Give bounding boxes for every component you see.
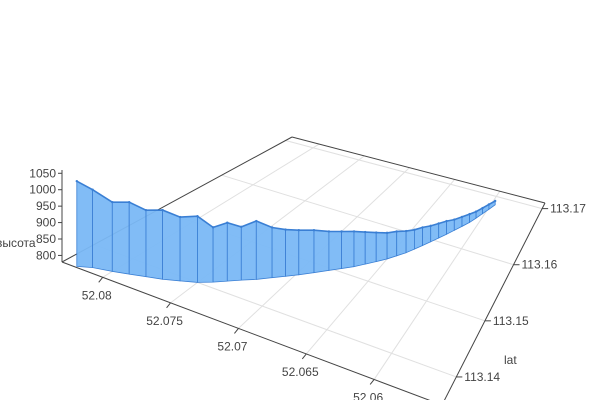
ribbon-panel [128, 201, 147, 278]
ribbon-panel [255, 220, 273, 280]
ribbon-panel [405, 229, 415, 254]
ribbon-panel [76, 180, 93, 269]
ribbon-panel [145, 209, 164, 280]
ribbon-point [240, 225, 243, 229]
ribbon-point [144, 208, 148, 212]
z-axis-title: высота [0, 236, 36, 250]
y-tick-label: 113.15 [493, 314, 529, 328]
z-tick-label: 850 [36, 232, 56, 246]
ribbon-panel [341, 230, 355, 269]
ribbon-point [385, 231, 389, 235]
ribbon-panel [375, 232, 388, 263]
ribbon-point [178, 215, 182, 219]
ribbon-point [75, 179, 79, 183]
x-tick-mark [98, 277, 104, 283]
x-tick-mark [234, 328, 239, 334]
ribbon-point [327, 230, 331, 233]
ribbon-point [421, 226, 424, 229]
ribbon-point [255, 219, 258, 223]
ribbon-panel [271, 227, 287, 279]
ribbon-panel [396, 230, 407, 257]
grid-line-x [373, 190, 501, 380]
grid-line-y [285, 139, 543, 210]
x-tick-label: 52.06 [353, 390, 383, 400]
x-tick-label: 52.075 [146, 314, 183, 328]
ribbon-point [363, 230, 367, 234]
ribbon-point [211, 226, 215, 229]
grid-line-x [305, 179, 456, 355]
ribbon-panel [285, 229, 300, 277]
ribbon-panel [162, 209, 181, 282]
ribbon-point [474, 210, 478, 213]
ribbon-point [395, 230, 398, 233]
ribbon-point [352, 230, 356, 233]
ribbon-panel [413, 226, 424, 250]
ribbon-panel [353, 230, 366, 268]
z-tick-label: 800 [36, 248, 56, 262]
floor-edge-back-right [291, 136, 546, 204]
x-tick-label: 52.065 [282, 365, 319, 379]
ribbon-panel [328, 230, 343, 271]
ribbon-point [460, 215, 464, 219]
axes [58, 136, 549, 400]
ribbon-point [297, 228, 300, 232]
ribbon-point [437, 222, 440, 225]
ribbon-point [340, 230, 343, 233]
x-tick-label: 52.07 [217, 339, 247, 353]
ribbon-panel [298, 229, 315, 276]
ribbon-point [128, 201, 131, 204]
ribbon-point [196, 215, 199, 218]
ribbon-panel [386, 230, 398, 260]
ribbon-panel [422, 225, 432, 247]
ribbon-point [270, 226, 274, 229]
ribbon-point [481, 206, 484, 210]
ribbon-point [487, 203, 491, 206]
ribbon-panel [111, 201, 130, 275]
ribbon-panel [313, 229, 330, 274]
y-tick-label: 113.14 [464, 370, 500, 384]
axis-labels: lat высота 52.08 52.075 52.07 52.065 52.06 11… [0, 166, 586, 400]
ribbon-panel [92, 188, 113, 272]
ribbon-top-edge [76, 180, 496, 234]
y-tick-label: 113.16 [522, 258, 558, 272]
elevation-ribbon [75, 179, 497, 283]
ribbon-panel [240, 220, 257, 281]
ribbon-point [91, 188, 94, 191]
ribbon-point [284, 228, 287, 231]
z-tick-label: 950 [36, 199, 56, 213]
ribbon-point [445, 219, 448, 223]
z-tick-label: 1000 [29, 183, 56, 197]
y-axis-line [443, 202, 546, 400]
ribbon-panel [226, 222, 242, 282]
ribbon-panel [364, 231, 377, 265]
x-axis-line [61, 261, 431, 400]
ribbon-point [404, 229, 408, 233]
z-tick-label: 1050 [29, 166, 56, 180]
ribbon-point [453, 218, 456, 221]
ribbon-panel [212, 222, 228, 283]
x-tick-mark [166, 302, 171, 309]
x-tick-mark [301, 353, 307, 360]
ribbon-point [226, 221, 229, 224]
ribbon-panel [179, 215, 198, 283]
y-tick-label: 113.17 [550, 202, 586, 216]
ribbon-point [468, 212, 471, 216]
ribbon-point [413, 228, 416, 231]
ribbon-point [161, 208, 164, 212]
ribbon-point [312, 229, 316, 232]
x-tick-mark [369, 379, 375, 385]
x-tick-label: 52.08 [82, 288, 112, 302]
ribbon-point [111, 200, 114, 204]
ribbon-point [493, 199, 497, 203]
ribbon-point [429, 224, 432, 228]
z-tick-label: 900 [36, 216, 56, 230]
ribbon-panel [446, 219, 455, 235]
grid-line-y [221, 174, 514, 266]
ribbon-point [375, 231, 378, 234]
y-axis-title: lat [504, 353, 517, 367]
